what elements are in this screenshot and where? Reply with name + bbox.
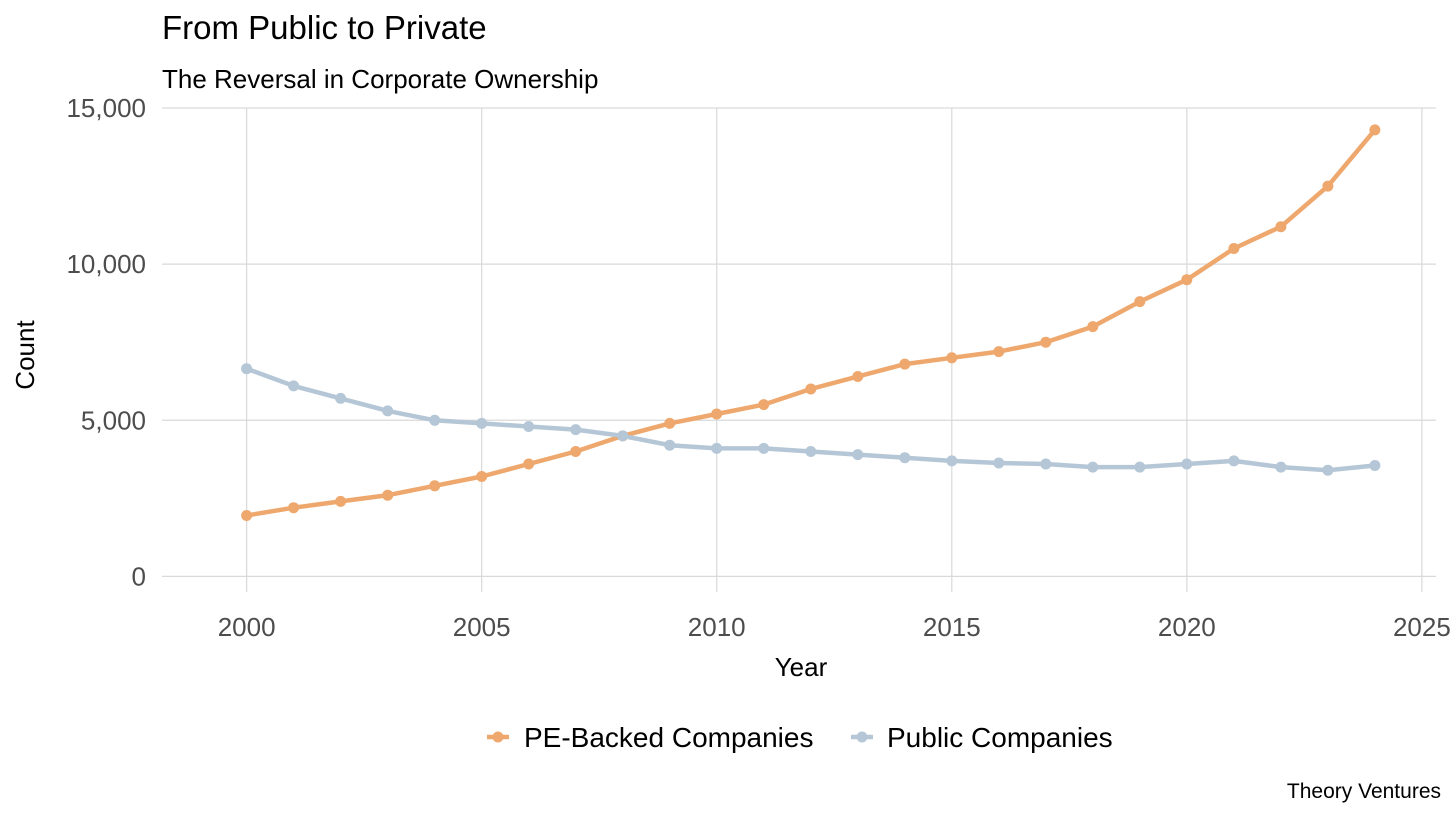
data-point <box>1322 180 1334 192</box>
data-point <box>1369 124 1381 136</box>
data-point <box>805 383 817 395</box>
data-point <box>664 417 676 429</box>
data-point <box>899 358 911 370</box>
chart-subtitle: The Reversal in Corporate Ownership <box>162 64 598 94</box>
data-point <box>382 405 394 417</box>
x-tick-label: 2025 <box>1393 612 1451 642</box>
data-point <box>570 424 582 436</box>
data-point <box>617 430 629 442</box>
y-tick-label: 5,000 <box>81 405 146 435</box>
data-point <box>1228 243 1240 254</box>
legend-label: Public Companies <box>887 722 1113 753</box>
data-point <box>429 480 441 492</box>
series-pe-backed-companies <box>241 124 1381 521</box>
y-tick-label: 15,000 <box>66 93 146 123</box>
data-point <box>664 439 676 451</box>
data-point <box>1134 296 1146 308</box>
data-point <box>476 471 488 482</box>
data-point <box>1275 221 1287 233</box>
y-axis-ticks: 0 5,000 10,000 15,000 <box>66 93 146 591</box>
y-axis-label: Count <box>10 320 40 390</box>
data-point <box>1369 460 1381 471</box>
x-tick-label: 2020 <box>1158 612 1216 642</box>
data-point <box>899 452 911 464</box>
data-point <box>1181 458 1193 470</box>
data-point <box>335 392 347 404</box>
data-point <box>523 421 535 432</box>
data-point <box>946 455 958 467</box>
data-point <box>1181 274 1193 286</box>
data-point <box>1134 461 1146 473</box>
data-point <box>946 352 958 364</box>
data-point <box>288 380 300 392</box>
data-point <box>241 510 253 521</box>
data-point <box>523 458 535 470</box>
legend-key-point <box>492 731 504 743</box>
legend: PE-Backed Companies Public Companies <box>487 722 1113 753</box>
data-point <box>758 442 770 454</box>
data-point <box>993 457 1005 469</box>
legend-key-point <box>856 731 868 743</box>
data-point <box>1040 458 1052 470</box>
series-layer <box>241 124 1381 521</box>
data-point <box>1040 336 1052 348</box>
data-point <box>852 371 864 382</box>
series-line <box>244 127 1378 518</box>
data-point <box>382 489 394 501</box>
data-point <box>758 399 770 411</box>
x-tick-label: 2010 <box>688 612 746 642</box>
y-tick-label: 10,000 <box>66 249 146 279</box>
chart-title: From Public to Private <box>162 9 487 46</box>
data-point <box>476 417 488 429</box>
data-point <box>805 446 817 457</box>
series-public-companies <box>241 363 1381 476</box>
legend-item: Public Companies <box>851 722 1113 753</box>
x-tick-label: 2015 <box>923 612 981 642</box>
legend-label: PE-Backed Companies <box>524 722 813 753</box>
data-point <box>1228 455 1240 467</box>
data-point <box>1087 461 1099 473</box>
data-point <box>570 446 582 457</box>
legend-item: PE-Backed Companies <box>487 722 813 753</box>
data-point <box>1322 464 1334 476</box>
x-axis-label: Year <box>775 652 828 682</box>
x-tick-label: 2000 <box>218 612 276 642</box>
data-point <box>335 495 347 507</box>
x-axis-ticks: 2000 2005 2010 2015 2020 2025 <box>218 612 1451 642</box>
data-point <box>711 442 723 454</box>
chart-caption: Theory Ventures <box>1287 780 1441 803</box>
data-point <box>241 363 253 375</box>
data-point <box>288 502 300 514</box>
y-tick-label: 0 <box>132 561 146 591</box>
data-point <box>1275 461 1287 473</box>
data-point <box>852 449 864 461</box>
data-point <box>993 346 1005 358</box>
data-point <box>429 414 441 426</box>
x-tick-label: 2005 <box>453 612 511 642</box>
data-point <box>1087 321 1099 333</box>
data-point <box>711 408 723 420</box>
gridlines <box>162 107 1436 592</box>
